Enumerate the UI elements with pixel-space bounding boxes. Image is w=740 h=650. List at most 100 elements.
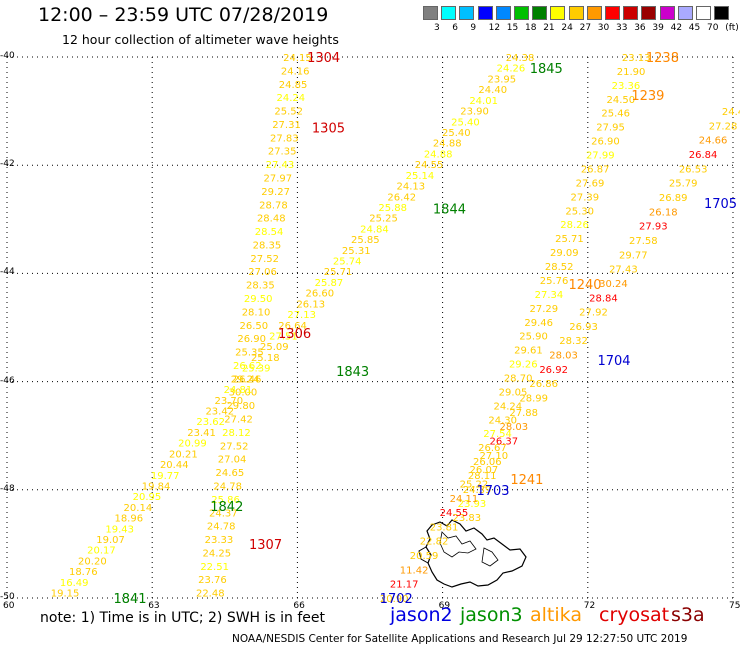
longitude-label: 72: [583, 601, 596, 611]
legend-label: 21: [543, 23, 555, 33]
wave-height-value: 18.96: [114, 514, 143, 525]
wave-height-value: 23.90: [460, 107, 489, 118]
legend-swatch: [423, 6, 438, 20]
wave-height-value: 24.13: [397, 182, 426, 193]
wave-height-value: 24.65: [216, 468, 245, 479]
wave-height-value: 26.92: [539, 365, 568, 376]
legend-swatch: [550, 6, 566, 20]
wave-height-value: 27.92: [579, 308, 608, 319]
wave-height-value: 28.78: [259, 200, 288, 211]
wave-height-value: 28.48: [257, 214, 286, 225]
legend-label: 27: [579, 23, 592, 33]
wave-height-value: 26.06: [473, 457, 502, 468]
wave-height-value: 26.90: [591, 137, 620, 148]
wave-height-value: 23.13: [622, 53, 651, 64]
wave-height-value: 19.77: [151, 471, 180, 482]
pass-number-label: 1307: [249, 538, 282, 553]
wave-height-value: 24.55: [415, 160, 444, 171]
legend-label: 15: [506, 23, 519, 33]
wave-height-value: 20.21: [169, 449, 198, 460]
wave-height-value: 24.85: [279, 80, 308, 91]
wave-height-value: 27.42: [224, 415, 253, 426]
wave-height-value: 26.89: [659, 193, 688, 204]
wave-height-value: 25.79: [669, 179, 698, 190]
wave-height-value: 29.46: [524, 318, 553, 329]
legend-label: 3: [434, 23, 440, 33]
wave-height-value: 26.53: [679, 164, 708, 175]
wave-height-value: 24.66: [699, 136, 728, 147]
wave-height-value: 25.14: [406, 171, 435, 182]
legend-swatch: [532, 6, 548, 20]
legend-label: 30: [597, 23, 610, 33]
wave-height-value: 27.35: [268, 147, 297, 158]
wave-height-value: 30.24: [599, 279, 628, 290]
wave-height-value: 24.88: [424, 149, 453, 160]
wave-height-value: 24.26: [497, 64, 526, 75]
legend-label: (ft): [725, 23, 739, 33]
satellite-cryosat: cryosat: [599, 604, 670, 626]
wave-height-value: 23.76: [198, 575, 227, 586]
wave-height-value: 28.11: [468, 471, 497, 482]
wave-height-value: 27.04: [218, 455, 247, 466]
wave-height-value: 19.84: [142, 481, 171, 492]
wave-height-value: 19.15: [51, 589, 80, 600]
wave-height-value: 24.88: [433, 139, 462, 150]
pass-number-label: 1841: [113, 592, 146, 607]
wave-height-value: 26.46: [233, 374, 262, 385]
kerguelen-island-outline: [418, 519, 527, 588]
legend-label: 45: [688, 23, 701, 33]
altimeter-tracks: 24.15 24.16 24.85 24.24 25.52 27.31 27.83 27.35…: [51, 53, 740, 605]
wave-height-value: 27.43: [609, 265, 638, 276]
latitude-label: -44: [0, 267, 15, 278]
wave-height-value: 26.87: [581, 164, 610, 175]
legend-label: 39: [652, 23, 664, 33]
wave-height-value: 27.28: [709, 121, 738, 132]
wave-height-value: 26.13: [296, 299, 325, 310]
wave-height-value: 27.52: [220, 441, 249, 452]
wave-height-value: 25.85: [351, 235, 380, 246]
wave-height-value: 28.84: [589, 293, 618, 304]
wave-height-value: 27.58: [629, 236, 658, 247]
wave-height-value: 24.30: [488, 415, 517, 426]
wave-height-value: 27.93: [639, 222, 668, 233]
wave-height-value: 27.83: [270, 133, 299, 144]
pass-number-label: 1702: [380, 592, 413, 607]
legend-swatch: [568, 6, 584, 20]
lat-lon-grid: [6, 56, 734, 599]
wave-height-value: 20.59: [410, 551, 439, 562]
satellite-s3a: s3a: [671, 604, 705, 626]
wave-height-value: 20.20: [78, 556, 107, 567]
pass-number-label: 1845: [530, 62, 563, 77]
wave-height-value: 26.60: [306, 289, 335, 300]
wave-height-value: 27.13: [287, 310, 316, 321]
pass-number-label: 1239: [631, 89, 664, 104]
pass-number-label: 1304: [307, 51, 340, 66]
wave-height-value: 29.27: [261, 187, 290, 198]
wave-height-value: 29.24: [231, 374, 260, 385]
wave-height-value: 16.49: [60, 578, 89, 589]
wave-height-value: 23.33: [205, 535, 234, 546]
legend-swatch: [677, 6, 693, 20]
note-text: note: 1) Time is in UTC; 2) SWH is in fe…: [40, 610, 326, 626]
wave-height-value: 28.54: [255, 227, 284, 238]
wave-height-value: 27.06: [248, 267, 277, 278]
wave-height-value: 24.24: [277, 93, 306, 104]
wave-height-value: 25.40: [451, 117, 480, 128]
wave-height-value: 25.35: [235, 348, 264, 359]
wave-height-value: 20.17: [87, 546, 116, 557]
wave-height-value: 25.88: [378, 203, 407, 214]
wave-height-value: 23.62: [196, 417, 225, 428]
legend-label: 18: [525, 23, 537, 33]
wave-height-value: 25.46: [601, 109, 630, 120]
legend-swatch: [441, 6, 457, 20]
wave-height-value: 25.40: [442, 128, 471, 139]
wave-height-value: 25.18: [251, 353, 280, 364]
wave-height-value: 25.87: [315, 278, 344, 289]
pass-number-label: 1241: [510, 473, 543, 488]
wave-height-value: 26.93: [569, 322, 598, 333]
wave-height-value: 28.10: [242, 307, 271, 318]
wave-height-value: 24.84: [360, 224, 389, 235]
wave-height-value: 24.50: [606, 95, 635, 106]
wave-height-value: 26.37: [489, 436, 518, 447]
pass-number-label: 1306: [278, 327, 311, 342]
